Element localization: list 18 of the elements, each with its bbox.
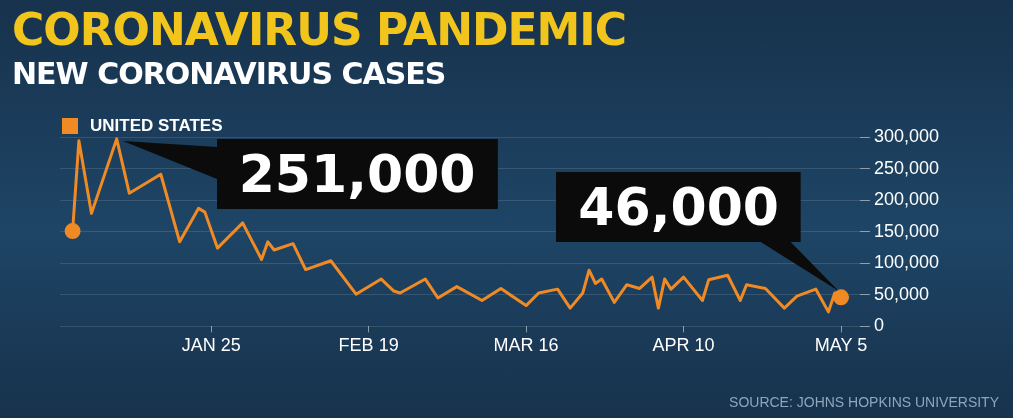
source-note: SOURCE: JOHNS HOPKINS UNIVERSITY [729, 394, 999, 410]
chart-title: CORONAVIRUS PANDEMIC [12, 4, 627, 55]
x-tick-label: MAY 5 [814, 335, 868, 356]
y-tick-label: 200,000 [873, 189, 940, 210]
annotation: 46,000 [577, 176, 781, 240]
y-tick-label: 100,000 [873, 252, 940, 273]
x-tick-label: MAR 16 [493, 335, 559, 356]
annotation: 251,000 [237, 142, 477, 206]
legend-label: UNITED STATES [90, 116, 223, 136]
chart-subtitle: NEW CORONAVIRUS CASES [12, 56, 446, 91]
y-tick-label: 150,000 [873, 220, 940, 241]
x-tick-label: JAN 25 [181, 335, 241, 356]
y-tick-label: 300,000 [873, 125, 940, 146]
y-tick-label: 250,000 [873, 157, 940, 178]
x-tick-label: APR 10 [652, 335, 715, 356]
y-tick-label: 0 [873, 315, 884, 336]
x-tick-label: FEB 19 [338, 335, 399, 356]
y-tick-label: 50,000 [873, 283, 929, 304]
